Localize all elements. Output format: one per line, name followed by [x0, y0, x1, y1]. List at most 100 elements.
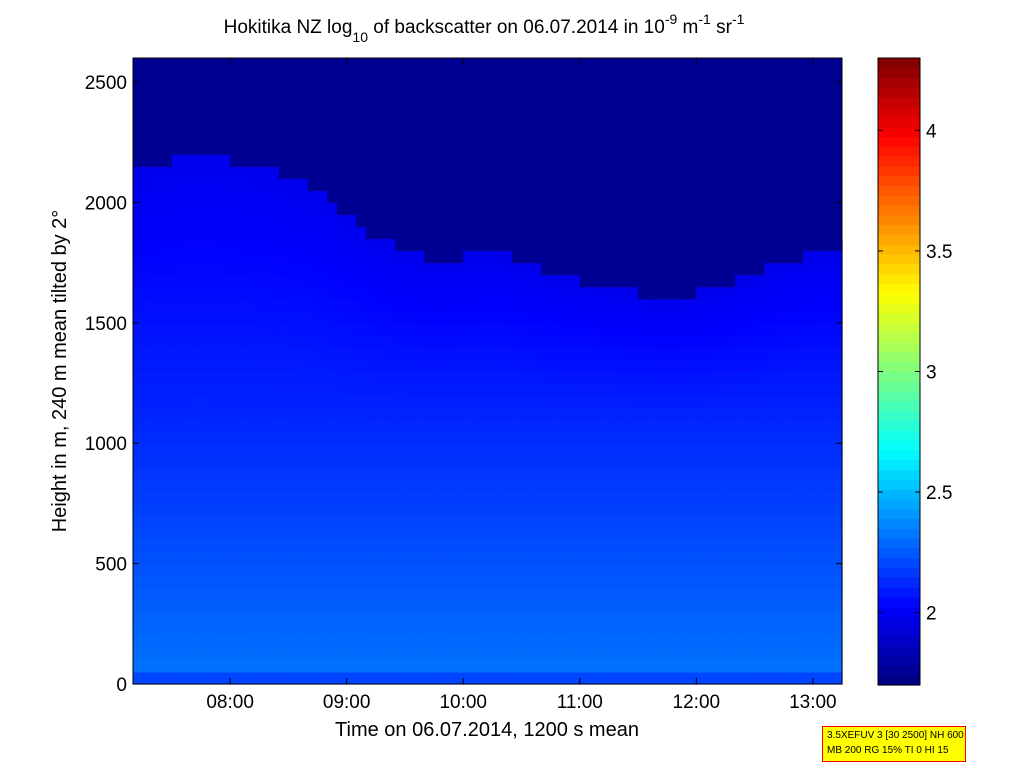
- heatmap-cell: [696, 443, 707, 456]
- heatmap-cell: [803, 539, 814, 553]
- heatmap-cell: [706, 611, 717, 625]
- heatmap-cell: [375, 515, 387, 529]
- heatmap-cell: [735, 551, 746, 565]
- heatmap-cell: [744, 443, 756, 456]
- heatmap-cell: [725, 286, 736, 300]
- heatmap-cell: [657, 443, 668, 456]
- heatmap-cell: [220, 419, 231, 432]
- colorbar-step: [878, 165, 920, 177]
- heatmap-cell: [638, 599, 649, 613]
- heatmap-cell: [375, 539, 387, 553]
- heatmap-cell: [686, 647, 697, 661]
- heatmap-cell: [395, 659, 406, 673]
- heatmap-cell: [239, 515, 251, 529]
- heatmap-cell: [453, 623, 464, 637]
- heatmap-cell: [366, 334, 377, 348]
- heatmap-cell: [268, 623, 280, 637]
- heatmap-cell: [774, 623, 785, 637]
- heatmap-cell: [657, 659, 668, 673]
- heatmap-cell: [521, 371, 532, 384]
- heatmap-cell: [249, 419, 260, 432]
- heatmap-cell: [443, 635, 455, 649]
- heatmap-cell: [482, 310, 493, 324]
- heatmap-cell: [725, 371, 736, 384]
- heatmap-cell: [220, 395, 231, 408]
- heatmap-cell: [181, 190, 192, 204]
- heatmap-cell: [754, 671, 765, 685]
- heatmap-cell: [715, 371, 727, 384]
- heatmap-cell: [191, 286, 202, 300]
- heatmap-cell: [375, 527, 387, 541]
- heatmap-cell: [657, 431, 668, 444]
- heatmap-cell: [472, 431, 484, 444]
- heatmap-cell: [793, 358, 804, 372]
- heatmap-cell: [142, 647, 154, 661]
- heatmap-cell: [608, 395, 620, 408]
- colorbar-step: [878, 567, 920, 578]
- colorbar-step: [878, 420, 920, 431]
- heatmap-cell: [152, 491, 163, 505]
- heatmap-cell: [443, 587, 455, 601]
- heatmap-cell: [220, 611, 231, 625]
- heatmap-cell: [171, 503, 183, 517]
- heatmap-cell: [142, 202, 154, 216]
- heatmap-cell: [317, 431, 328, 444]
- heatmap-cell: [531, 659, 542, 673]
- heatmap-cell: [638, 334, 649, 348]
- heatmap-cell: [259, 407, 270, 420]
- heatmap-cell: [404, 395, 416, 408]
- heatmap-cell: [404, 515, 416, 529]
- heatmap-cell: [366, 286, 377, 300]
- heatmap-cell: [375, 250, 387, 264]
- heatmap-cell: [375, 647, 387, 661]
- heatmap-cell: [715, 623, 727, 637]
- heatmap-cell: [676, 383, 688, 396]
- heatmap-cell: [298, 563, 309, 577]
- heatmap-cell: [832, 346, 843, 360]
- heatmap-cell: [171, 262, 183, 276]
- heatmap-cell: [589, 286, 600, 300]
- heatmap-cell: [171, 623, 183, 637]
- heatmap-cell: [638, 671, 649, 685]
- heatmap-cell: [152, 214, 163, 228]
- heatmap-cell: [812, 298, 824, 312]
- heatmap-cell: [366, 551, 377, 565]
- heatmap-cell: [307, 358, 319, 372]
- heatmap-cell: [327, 214, 338, 228]
- heatmap-cell: [414, 431, 425, 444]
- heatmap-cell: [744, 407, 756, 420]
- heatmap-cell: [521, 274, 532, 288]
- heatmap-cell: [599, 659, 610, 673]
- heatmap-cell: [521, 479, 532, 492]
- heatmap-cell: [346, 551, 357, 565]
- heatmap-cell: [424, 611, 435, 625]
- heatmap-cell: [327, 599, 338, 613]
- heatmap-cell: [181, 515, 192, 529]
- heatmap-cell: [142, 346, 154, 360]
- heatmap-cell: [162, 395, 173, 408]
- heatmap-cell: [783, 503, 795, 517]
- heatmap-cell: [191, 443, 202, 456]
- heatmap-cell: [676, 503, 688, 517]
- heatmap-cell: [492, 419, 503, 432]
- heatmap-cell: [191, 214, 202, 228]
- heatmap-cell: [511, 346, 523, 360]
- heatmap-cell: [288, 563, 299, 577]
- heatmap-cell: [686, 395, 697, 408]
- heatmap-cell: [540, 491, 552, 505]
- heatmap-cell: [715, 647, 727, 661]
- title-mid3: sr: [711, 17, 733, 38]
- heatmap-cell: [832, 527, 843, 541]
- heatmap-cell: [171, 214, 183, 228]
- heatmap-cell: [336, 407, 348, 420]
- heatmap-cell: [317, 262, 328, 276]
- heatmap-cell: [307, 407, 319, 420]
- heatmap-cell: [482, 250, 493, 264]
- heatmap-cell: [482, 322, 493, 336]
- heatmap-cell: [259, 322, 270, 336]
- heatmap-cell: [618, 322, 629, 336]
- heatmap-cell: [239, 322, 251, 336]
- heatmap-cell: [356, 503, 367, 517]
- heatmap-cell: [327, 286, 338, 300]
- heatmap-cell: [434, 310, 445, 324]
